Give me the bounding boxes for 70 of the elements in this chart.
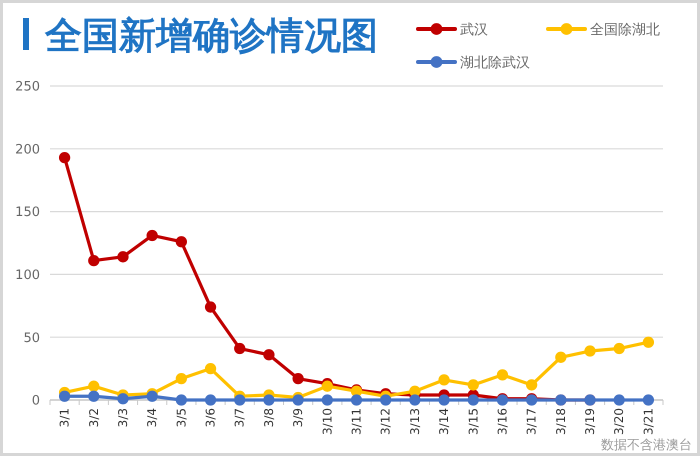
point <box>438 394 450 406</box>
x-tick-label: 3/7 <box>232 408 247 428</box>
point <box>292 373 304 384</box>
y-tick-label: 150 <box>15 205 40 220</box>
point <box>58 390 70 402</box>
x-tick-label: 3/13 <box>408 408 422 435</box>
point <box>204 394 216 406</box>
point <box>555 352 566 363</box>
x-tick-label: 3/18 <box>554 408 568 435</box>
point <box>263 349 275 360</box>
point <box>468 394 479 406</box>
x-tick-label: 3/14 <box>437 408 452 435</box>
x-tick-label: 3/21 <box>641 408 656 435</box>
x-tick-label: 3/8 <box>262 408 276 428</box>
point <box>146 230 158 242</box>
text: 数据不含港澳台 <box>601 438 692 453</box>
point <box>614 394 625 406</box>
legend-label: 武汉 <box>460 22 488 38</box>
point <box>234 394 246 406</box>
point <box>234 342 246 354</box>
point <box>468 379 479 391</box>
x-tick-label: 3/11 <box>350 408 364 435</box>
x-tick-label: 3/19 <box>583 408 598 435</box>
x-tick-label: 3/9 <box>291 408 306 428</box>
point <box>263 394 275 406</box>
point <box>614 342 625 354</box>
x-tick-label: 3/2 <box>86 408 101 428</box>
point <box>146 390 158 402</box>
point <box>176 373 187 384</box>
legend-label: 湖北除武汉 <box>460 54 530 71</box>
point <box>584 345 596 357</box>
point <box>322 394 333 406</box>
x-tick-label: 3/10 <box>320 408 334 435</box>
chart-title: 全国新增确诊情况图 <box>44 14 378 57</box>
point <box>204 362 216 374</box>
point <box>496 369 508 381</box>
y-tick-label: 250 <box>15 80 40 95</box>
point <box>176 394 187 406</box>
x-tick-label: 3/5 <box>174 408 188 428</box>
point <box>409 394 421 406</box>
x-tick-label: 3/3 <box>116 408 130 428</box>
point <box>350 394 362 406</box>
point <box>642 336 654 348</box>
x-tick-label: 3/20 <box>612 408 626 435</box>
point <box>176 236 187 248</box>
point <box>88 254 100 266</box>
point <box>322 380 333 392</box>
point <box>204 301 216 313</box>
y-tick-label: 0 <box>32 394 40 409</box>
x-tick-label: 3/1 <box>58 408 72 428</box>
point <box>58 152 70 164</box>
x-tick-label: 3/4 <box>145 408 160 428</box>
point <box>88 390 100 402</box>
point <box>292 394 304 406</box>
y-tick-label: 200 <box>15 142 40 158</box>
legend-label: 全国除湖北 <box>590 22 660 38</box>
x-tick-label: 3/6 <box>204 408 218 428</box>
point <box>380 394 392 406</box>
x-tick-label: 3/12 <box>378 408 393 435</box>
x-tick-label: 3/16 <box>495 408 510 435</box>
point <box>642 394 654 406</box>
x-tick-label: 3/15 <box>466 408 480 435</box>
point <box>117 251 129 262</box>
x-tick-label: 3/17 <box>524 408 539 435</box>
point <box>526 379 538 391</box>
point <box>117 393 129 404</box>
y-tick-label: 50 <box>23 330 40 346</box>
y-tick-label: 100 <box>15 268 40 283</box>
point <box>438 374 450 386</box>
point <box>88 380 100 392</box>
